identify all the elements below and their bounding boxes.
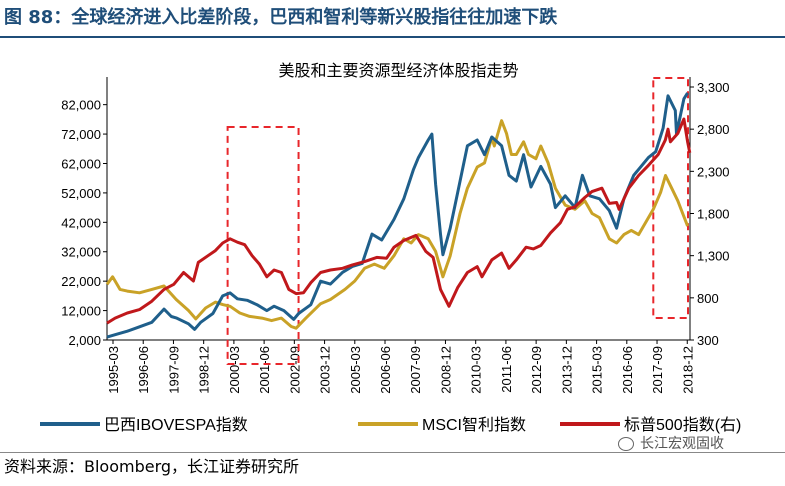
x-tick-label: 2013-12: [559, 346, 574, 394]
chart-title: 美股和主要资源型经济体股指走势: [278, 62, 518, 80]
series-line-msci_chile: [105, 119, 689, 330]
x-tick-label: 2005-03: [348, 346, 363, 394]
legend-label-ibovespa: 巴西IBOVESPA指数: [104, 416, 248, 434]
series-line-sp500: [106, 117, 692, 325]
x-tick-label: 2006-06: [378, 346, 393, 394]
y-left-tick-label: 12,000: [61, 304, 101, 319]
y-right-tick-label: 300: [697, 333, 719, 348]
y-right-tick-label: 2,300: [697, 164, 730, 179]
watermark: 长江宏观固收: [618, 434, 768, 454]
x-tick-label: 2012-09: [529, 346, 544, 394]
x-tick-label: 2010-03: [469, 346, 484, 394]
title-divider: [0, 36, 785, 38]
y-right-tick-label: 3,300: [697, 80, 730, 95]
y-left-tick-label: 22,000: [61, 274, 101, 289]
series-line-ibovespa: [106, 92, 689, 339]
y-left-tick-label: 2,000: [68, 333, 101, 348]
y-right-tick-label: 1,800: [697, 207, 730, 222]
x-tick-label: 2000-03: [227, 346, 242, 394]
x-tick-label: 2017-09: [650, 346, 665, 394]
legend-label-sp500: 标普500指数(右): [624, 416, 741, 434]
legend-label-msci_chile: MSCI智利指数: [422, 416, 526, 434]
x-tick-label: 2001-06: [257, 346, 272, 394]
y-right-tick-label: 800: [697, 291, 719, 306]
chart-svg: 美股和主要资源型经济体股指走势 2,000 12,000 22,000 32,000 42…: [40, 62, 741, 434]
x-tick-label: 2016-06: [620, 346, 635, 394]
y-right-tick-label: 1,300: [697, 249, 730, 264]
x-tick-label: 2002-09: [287, 346, 302, 394]
y-left-tick-label: 42,000: [61, 215, 101, 230]
wechat-icon: [618, 437, 634, 451]
x-tick-label: 1997-09: [166, 346, 181, 394]
highlight-box: [226, 126, 300, 365]
figure-title: 图 88：全球经济进入比差阶段，巴西和智利等新兴股指往往加速下跌: [4, 7, 558, 28]
y-left-tick-label: 72,000: [61, 127, 101, 142]
y-left-tick-label: 32,000: [61, 245, 101, 260]
x-tick-label: 1996-06: [136, 346, 151, 394]
x-tick-label: 2018-12: [680, 346, 695, 394]
x-tick-label: 2015-03: [590, 346, 605, 394]
y-left-tick-label: 82,000: [61, 98, 101, 113]
highlight-box: [652, 77, 689, 319]
watermark-text: 长江宏观固收: [640, 436, 724, 452]
x-tick-label: 1998-12: [197, 346, 212, 394]
y-left-tick-label: 62,000: [61, 156, 101, 171]
x-tick-label: 2007-09: [408, 346, 423, 394]
footer-divider: [0, 452, 785, 453]
source-note: 资料来源：Bloomberg，长江证券研究所: [4, 457, 300, 476]
x-tick-label: 1995-03: [106, 346, 121, 394]
y-left-tick-label: 52,000: [61, 186, 101, 201]
x-tick-label: 2011-06: [499, 346, 514, 393]
x-tick-label: 2003-12: [318, 346, 333, 394]
y-right-tick-label: 2,800: [697, 122, 730, 137]
x-tick-label: 2008-12: [438, 346, 453, 394]
